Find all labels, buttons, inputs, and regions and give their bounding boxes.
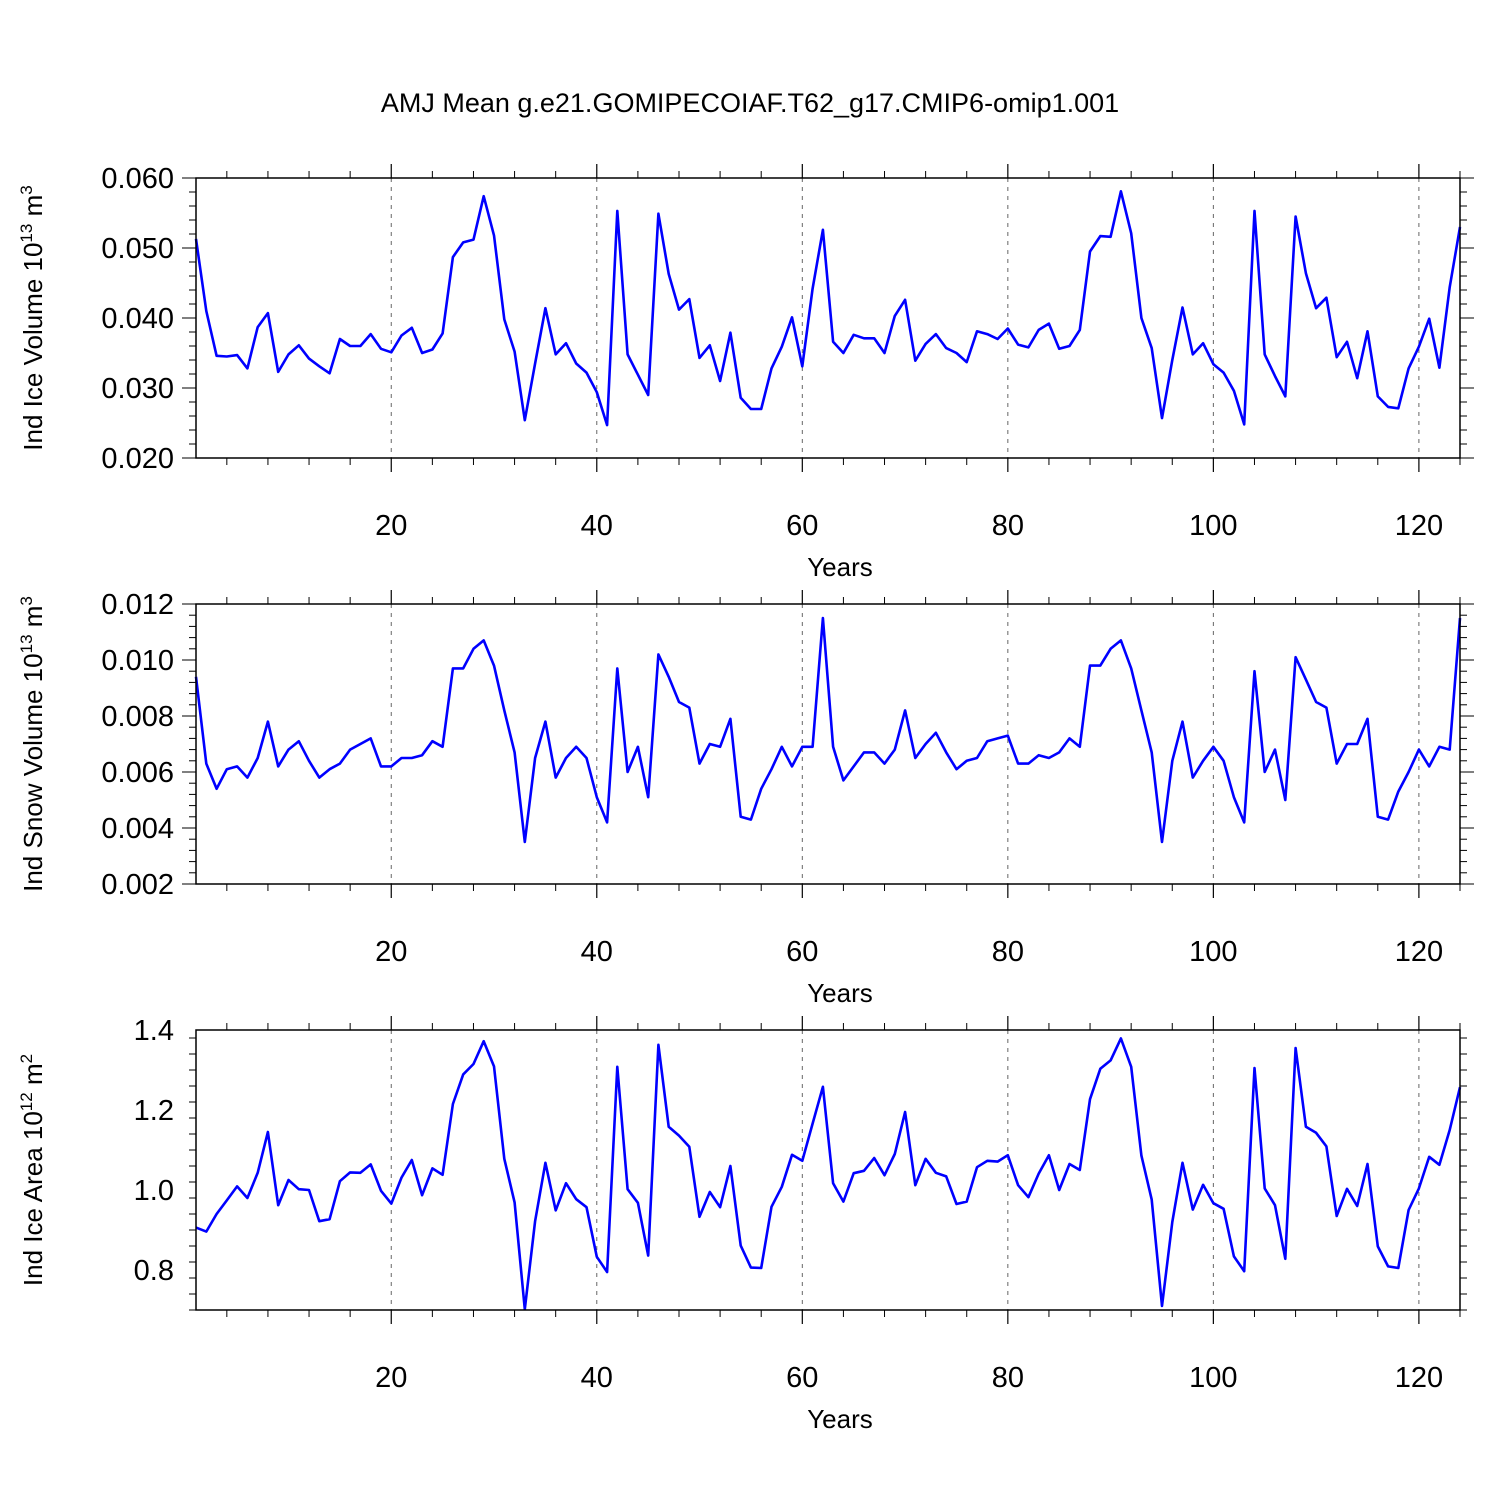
y-axis-label-exponent: 13: [17, 634, 36, 653]
data-series-line: [195, 1037, 1462, 1311]
x-tick-label: 120: [1395, 936, 1443, 968]
y-axis-label-main: Ind Ice Volume 10: [18, 243, 48, 451]
y-tick-label: 1.2: [134, 1095, 174, 1127]
x-tick-label: 120: [1395, 510, 1443, 542]
x-tick-label: 100: [1189, 510, 1237, 542]
y-tick-label: 0.012: [101, 589, 174, 621]
data-series-line: [194, 616, 1462, 844]
x-tick-label: 60: [786, 936, 818, 968]
x-tick-label: 100: [1189, 1362, 1237, 1394]
y-tick-label: 0.050: [101, 233, 174, 265]
x-tick-label: 80: [992, 510, 1024, 542]
panel-ice-volume: 20 40 60 80 100 120 0.020 0.030 0.040 0.050 0.060 Y…: [17, 163, 1474, 582]
x-tick-label: 100: [1189, 936, 1237, 968]
x-tick-label: 20: [375, 1362, 407, 1394]
x-tick-label: 120: [1395, 1362, 1443, 1394]
data-series-line: [194, 190, 1462, 427]
x-tick-label: 20: [375, 936, 407, 968]
y-tick-label: 1.4: [134, 1015, 174, 1047]
x-axis-label: Years: [807, 1404, 873, 1434]
y-tick-label: 0.020: [101, 443, 174, 475]
x-tick-label: 40: [581, 936, 613, 968]
x-axis-label: Years: [807, 978, 873, 1008]
y-tick-label: 0.004: [101, 813, 174, 845]
y-axis-label-unit-exponent: 3: [17, 596, 36, 605]
x-tick-label: 80: [992, 1362, 1024, 1394]
y-tick-label: 0.030: [101, 373, 174, 405]
y-tick-label: 0.8: [134, 1255, 174, 1287]
y-axis-label-main: Ind Ice Area 10: [18, 1111, 48, 1286]
plot-frame: [195, 1029, 1461, 1311]
panel-snow-volume: 20 40 60 80 100 120 0.002 0.004 0.006 0.008 0.010 0…: [17, 589, 1474, 1008]
y-tick-label: 0.010: [101, 645, 174, 677]
y-tick-label: 1.0: [134, 1175, 174, 1207]
panel-ice-area: 20 40 60 80 100 120 0.8 1.0 1.2 1.4 Years Ind Ice A…: [17, 1015, 1467, 1434]
x-tick-label: 80: [992, 936, 1024, 968]
x-tick-label: 60: [786, 1362, 818, 1394]
y-tick-label: 0.040: [101, 303, 174, 335]
y-axis-label: Ind Snow Volume 1013 m3: [17, 596, 48, 892]
y-axis-label-main: Ind Snow Volume 10: [18, 653, 48, 892]
y-tick-label: 0.002: [101, 869, 174, 901]
x-tick-label: 40: [581, 510, 613, 542]
y-axis-label-exponent: 13: [17, 224, 36, 243]
y-axis-label: Ind Ice Volume 1013 m3: [17, 185, 48, 450]
y-axis-label-exponent: 12: [17, 1092, 36, 1111]
x-tick-label: 40: [581, 1362, 613, 1394]
x-tick-label: 20: [375, 510, 407, 542]
plot-frame: [195, 603, 1461, 885]
y-axis-label-unit: m: [18, 606, 48, 635]
y-axis-label-unit-exponent: 2: [17, 1054, 36, 1063]
y-axis-label-unit: m: [18, 1063, 48, 1092]
plot-frame: [195, 177, 1461, 459]
figure-title: AMJ Mean g.e21.GOMIPECOIAF.T62_g17.CMIP6…: [380, 88, 1120, 118]
x-tick-label: 60: [786, 510, 818, 542]
y-axis-label-unit: m: [18, 195, 48, 224]
y-tick-label: 0.060: [101, 163, 174, 195]
y-tick-label: 0.006: [101, 757, 174, 789]
y-axis-label: Ind Ice Area 1012 m2: [17, 1054, 48, 1286]
x-axis-label: Years: [807, 552, 873, 582]
y-tick-label: 0.008: [101, 701, 174, 733]
y-axis-label-unit-exponent: 3: [17, 185, 36, 194]
